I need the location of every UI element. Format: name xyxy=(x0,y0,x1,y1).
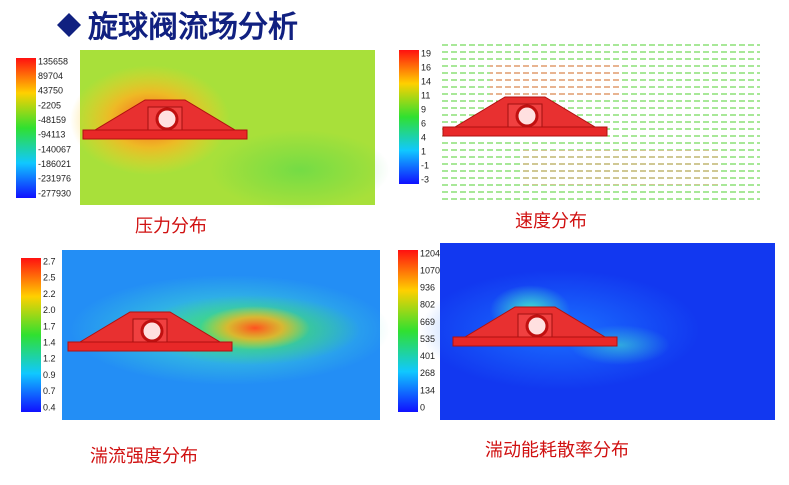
valve-ball xyxy=(515,104,539,128)
valve-ball xyxy=(155,107,179,131)
scale-label: 1.2 xyxy=(43,354,56,364)
valve-ball xyxy=(140,319,164,343)
scale-label: 2.2 xyxy=(43,289,56,299)
scale-label: 535 xyxy=(420,334,435,344)
valve-base xyxy=(82,129,248,140)
scale-label: 43750 xyxy=(38,86,63,96)
scale-label: -277930 xyxy=(38,188,71,198)
scale-label: 89704 xyxy=(38,71,63,81)
caption: 湍流强度分布 xyxy=(90,446,198,467)
valve-base xyxy=(67,341,233,352)
scale-label: 1070 xyxy=(420,265,440,275)
scale-label: 0.9 xyxy=(43,370,56,380)
scale-label: 2.0 xyxy=(43,305,56,315)
scale-label: 1204 xyxy=(420,248,440,258)
scale-label: -48159 xyxy=(38,115,66,125)
caption: 速度分布 xyxy=(515,211,587,232)
scale-label: 6 xyxy=(421,118,426,128)
scale-label: 2.5 xyxy=(43,273,56,283)
scale-label: 14 xyxy=(421,76,431,86)
caption: 压力分布 xyxy=(135,216,207,237)
scale-label: 9 xyxy=(421,104,426,114)
bullet xyxy=(57,13,81,37)
scale-label: 11 xyxy=(421,90,430,100)
scale-label: 16 xyxy=(421,62,431,72)
scale-label: -231976 xyxy=(38,174,71,184)
scale-label: 0 xyxy=(420,402,425,412)
scale-label: 669 xyxy=(420,317,435,327)
scale-label: 134 xyxy=(420,385,435,395)
scale-label: 1.7 xyxy=(43,321,56,331)
scale-label: 401 xyxy=(420,351,435,361)
colorbar xyxy=(16,58,36,198)
scale-label: 1 xyxy=(421,146,426,156)
scale-label: 1.4 xyxy=(43,337,56,347)
scale-label: -3 xyxy=(421,174,429,184)
scale-label: 936 xyxy=(420,283,435,293)
valve-base xyxy=(452,336,618,347)
scale-label: 268 xyxy=(420,368,435,378)
scale-label: -1 xyxy=(421,160,429,170)
colorbar xyxy=(21,258,41,412)
scale-label: -140067 xyxy=(38,144,71,154)
colorbar xyxy=(398,250,418,412)
scale-label: 0.4 xyxy=(43,402,56,412)
scale-label: 802 xyxy=(420,300,435,310)
scale-label: 19 xyxy=(421,48,431,58)
scale-label: 0.7 xyxy=(43,386,56,396)
valve-base xyxy=(442,126,608,137)
valve-ball xyxy=(525,314,549,338)
scale-label: -94113 xyxy=(38,130,65,140)
colorbar xyxy=(399,50,419,184)
scale-label: 4 xyxy=(421,132,426,142)
caption: 湍动能耗散率分布 xyxy=(485,440,629,461)
scale-label: -2205 xyxy=(38,100,61,110)
scale-label: 135658 xyxy=(38,56,68,66)
scale-label: -186021 xyxy=(38,159,71,169)
title: 旋球阀流场分析 xyxy=(88,10,298,45)
scale-label: 2.7 xyxy=(43,256,56,266)
